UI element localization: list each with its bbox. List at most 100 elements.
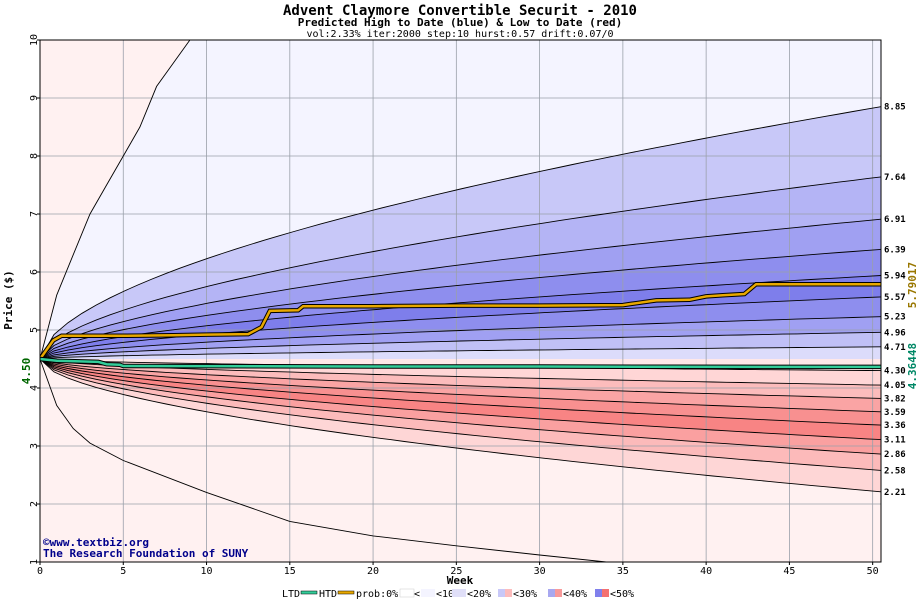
band-end-label-16: 2.58 — [884, 466, 906, 476]
legend-swatch-20 — [452, 589, 466, 597]
outer-envelope — [40, 40, 607, 562]
contour-0 — [40, 106, 881, 360]
contour-7 — [40, 331, 881, 360]
x-tick-label-8: 40 — [700, 566, 712, 577]
contour-4 — [40, 275, 881, 360]
band-end-label-8: 4.71 — [884, 343, 906, 353]
lower-band-3 — [40, 359, 881, 412]
plot-frame — [39, 39, 882, 563]
band-end-label-10: 4.05 — [884, 381, 906, 391]
contour-12 — [40, 358, 881, 413]
band-end-label-14: 3.11 — [884, 436, 906, 446]
lower-band-2 — [40, 359, 881, 399]
legend-swatch-30-blue — [498, 589, 505, 597]
y-axis-label: Price ($) — [2, 270, 15, 330]
lower-band-7 — [40, 359, 881, 471]
legend-swatch-40-red — [555, 589, 562, 597]
legend-swatch-50-blue — [595, 589, 602, 597]
legend: LTD HTD prob:0% < <10% <20% <30% <40% <5… — [282, 588, 634, 600]
contour-13 — [40, 358, 881, 426]
x-tick-label-10: 50 — [867, 566, 879, 577]
ltd-current-label: 4.36448 — [906, 343, 919, 389]
y-tick-label-9: 10 — [29, 34, 40, 46]
chart-params: vol:2.33% iter:2000 step:10 hurst:0.57 d… — [306, 29, 613, 40]
chart-subtitle: Predicted High to Date (blue) & Low to D… — [298, 16, 623, 29]
contour-10 — [40, 358, 881, 386]
contour-8 — [40, 346, 881, 360]
band-end-label-7: 4.96 — [884, 328, 906, 338]
legend-htd-label: HTD — [319, 589, 337, 600]
x-tick-label-9: 45 — [783, 566, 795, 577]
x-tick-label-1: 5 — [120, 566, 126, 577]
y-tick-label-2: 3 — [29, 443, 40, 449]
y-tick-label-0: 1 — [29, 559, 40, 565]
x-tick-label-3: 15 — [284, 566, 296, 577]
legend-10-label: <10% — [436, 589, 460, 600]
band-end-labels: 8.85 7.64 6.91 6.39 5.94 5.57 5.23 4.96 4.71 4.30… — [884, 103, 906, 498]
y-tick-label-7: 8 — [29, 153, 40, 159]
band-end-label-2: 6.91 — [884, 215, 906, 225]
outer-upper-line — [40, 40, 191, 360]
y-axis-ticks: 1 2 3 4 5 6 7 8 9 10 — [29, 34, 40, 565]
band-end-label-13: 3.36 — [884, 421, 906, 431]
contour-3 — [40, 248, 881, 360]
upper-band-6 — [40, 296, 881, 359]
legend-swatch-0 — [399, 588, 415, 598]
upper-band-2 — [40, 176, 881, 359]
upper-band-4 — [40, 249, 881, 359]
legend-prob-label: prob:0% — [356, 589, 398, 600]
band-end-label-9: 4.30 — [884, 367, 906, 377]
band-end-label-5: 5.57 — [884, 293, 906, 303]
band-end-label-1: 7.64 — [884, 173, 906, 183]
legend-swatch-50-red — [602, 589, 609, 597]
contour-1 — [40, 176, 881, 360]
band-end-label-15: 2.86 — [884, 450, 906, 460]
y-tick-label-1: 2 — [29, 501, 40, 507]
contour-16 — [40, 358, 881, 471]
x-axis-label: Week — [447, 574, 474, 587]
y-tick-label-6: 7 — [29, 211, 40, 217]
chart-title: Advent Claymore Convertible Securit - 20… — [283, 3, 637, 19]
credit-website: ©www.textbiz.org — [43, 536, 149, 549]
x-tick-label-0: 0 — [37, 566, 43, 577]
upper-band-1 — [40, 106, 881, 359]
lower-band-8 — [40, 359, 881, 492]
x-tick-label-2: 10 — [201, 566, 213, 577]
legend-40-label: <40% — [563, 589, 587, 600]
x-tick-label-7: 35 — [617, 566, 629, 577]
band-end-label-11: 3.82 — [884, 394, 906, 404]
legend-swatch-40-blue — [548, 589, 555, 597]
legend-20-label: <20% — [467, 589, 491, 600]
start-price-label: 4.50 — [20, 358, 33, 385]
band-end-label-17: 2.21 — [884, 488, 906, 498]
ltd-line — [40, 357, 881, 369]
contour-15 — [40, 358, 881, 455]
x-tick-label-6: 30 — [534, 566, 546, 577]
legend-30-label: <30% — [513, 589, 537, 600]
y-tick-label-3: 4 — [29, 385, 40, 391]
legend-htd-swatch — [337, 590, 355, 595]
x-axis-ticks: 0 5 10 15 20 25 30 35 40 45 50 — [37, 562, 879, 577]
band-end-label-6: 5.23 — [884, 313, 906, 323]
contour-17 — [40, 358, 881, 493]
upper-band-5 — [40, 275, 881, 359]
lower-band-4 — [40, 359, 881, 426]
x-tick-label-4: 20 — [367, 566, 379, 577]
legend-swatch-30-red — [505, 589, 512, 597]
legend-50-label: <50% — [610, 589, 634, 600]
contour-2 — [40, 218, 881, 360]
band-end-label-4: 5.94 — [884, 271, 906, 281]
upper-band-7 — [40, 316, 881, 359]
band-end-label-3: 6.39 — [884, 245, 906, 255]
lower-band-6 — [40, 359, 881, 455]
outer-lower-line — [40, 358, 607, 562]
credit-organization: The Research Foundation of SUNY — [43, 547, 249, 560]
y-tick-label-8: 9 — [29, 95, 40, 101]
htd-line — [40, 282, 881, 360]
band-end-label-12: 3.59 — [884, 408, 906, 418]
htd-current-label: 5.79017 — [906, 262, 919, 308]
contour-14 — [40, 358, 881, 441]
upper-band-8 — [40, 332, 881, 359]
series-lines — [40, 281, 881, 370]
